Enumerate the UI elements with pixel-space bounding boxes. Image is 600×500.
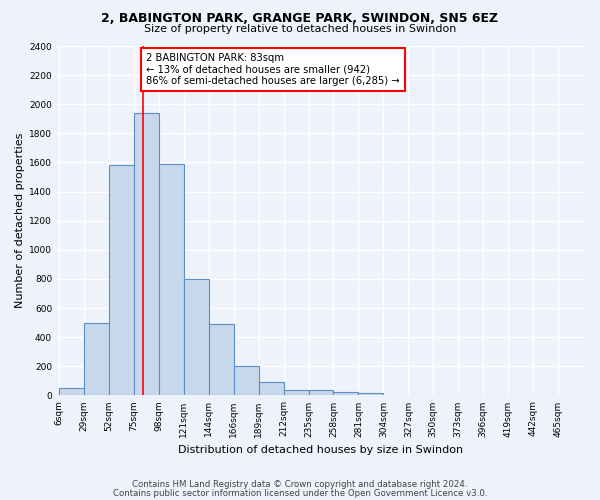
Bar xyxy=(209,324,234,396)
Text: Contains public sector information licensed under the Open Government Licence v3: Contains public sector information licen… xyxy=(113,489,487,498)
Bar xyxy=(159,164,184,396)
Bar xyxy=(308,390,334,396)
Bar xyxy=(259,382,284,396)
Bar xyxy=(358,392,383,396)
Bar xyxy=(284,390,308,396)
Bar xyxy=(134,113,159,396)
Text: 2, BABINGTON PARK, GRANGE PARK, SWINDON, SN5 6EZ: 2, BABINGTON PARK, GRANGE PARK, SWINDON,… xyxy=(101,12,499,26)
Bar xyxy=(334,392,358,396)
Y-axis label: Number of detached properties: Number of detached properties xyxy=(15,133,25,308)
Bar xyxy=(109,166,134,396)
Bar xyxy=(59,388,84,396)
Text: 2 BABINGTON PARK: 83sqm
← 13% of detached houses are smaller (942)
86% of semi-d: 2 BABINGTON PARK: 83sqm ← 13% of detache… xyxy=(146,54,400,86)
Text: Contains HM Land Registry data © Crown copyright and database right 2024.: Contains HM Land Registry data © Crown c… xyxy=(132,480,468,489)
Bar xyxy=(184,279,209,396)
Bar xyxy=(84,322,109,396)
Text: Size of property relative to detached houses in Swindon: Size of property relative to detached ho… xyxy=(144,24,456,34)
X-axis label: Distribution of detached houses by size in Swindon: Distribution of detached houses by size … xyxy=(178,445,464,455)
Bar xyxy=(234,366,259,396)
